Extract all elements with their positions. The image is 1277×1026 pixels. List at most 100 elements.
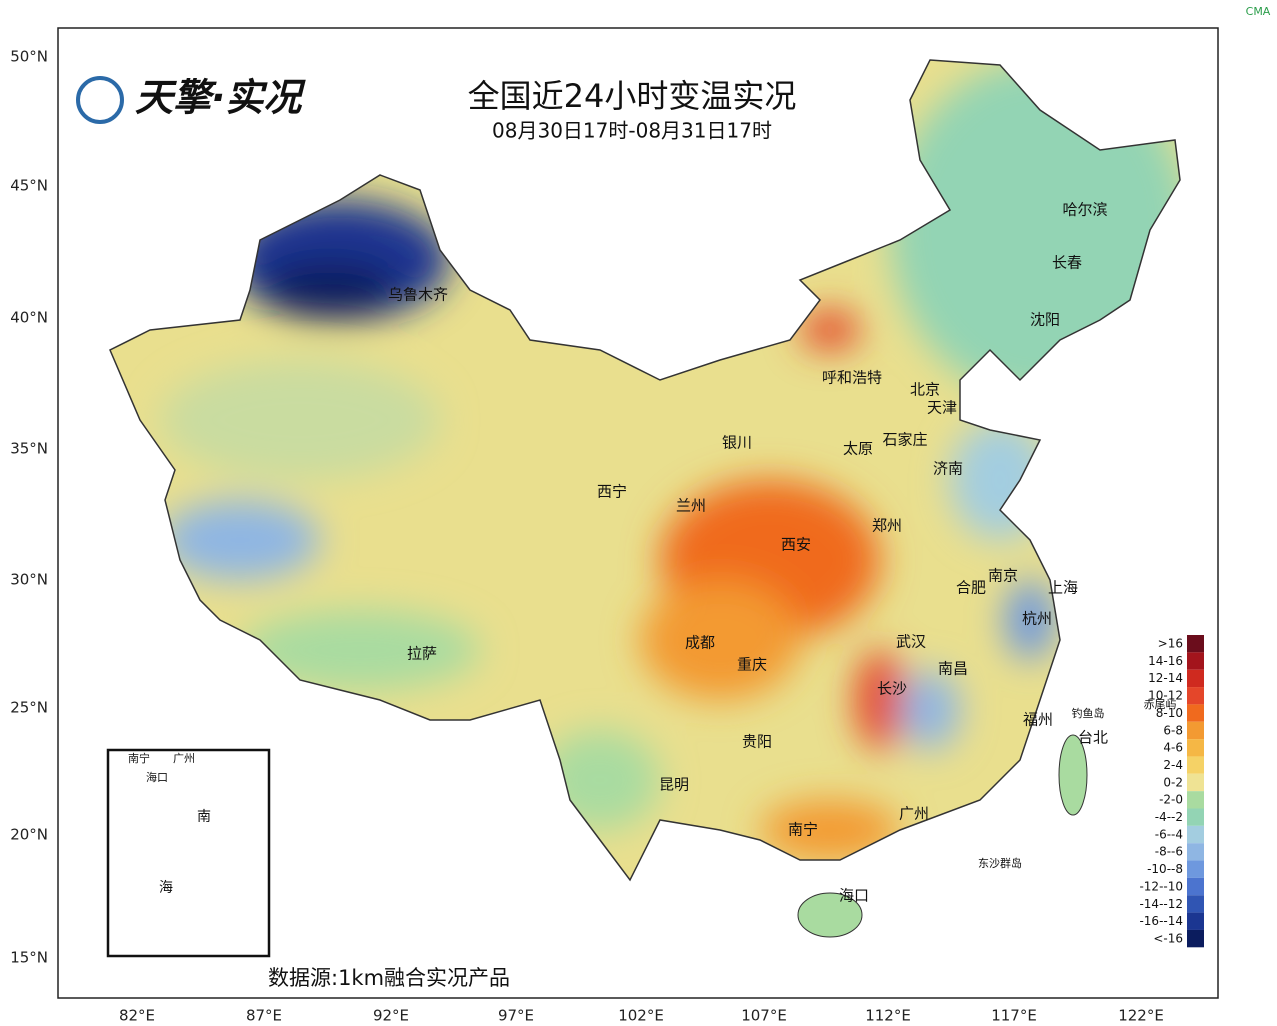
city-label: 长春 <box>1052 254 1082 272</box>
inset-label: 广州 <box>173 752 195 765</box>
inset-label: 南宁 <box>128 751 150 765</box>
city-label: 沈阳 <box>1030 311 1060 329</box>
lon-label: 82°E <box>119 1007 155 1025</box>
logo: 天擎·实况 <box>135 76 306 120</box>
source: 数据源:1km融合实况产品 <box>268 966 510 990</box>
lat-label: 35°N <box>10 440 48 458</box>
city-label: 西安 <box>781 536 811 554</box>
lon-label: 102°E <box>618 1007 664 1025</box>
city-label: 银川 <box>722 434 752 452</box>
lon-label: 97°E <box>498 1007 534 1025</box>
legend-label: -4--2 <box>1155 810 1183 824</box>
inset-label: 海口 <box>146 770 168 784</box>
lon-label: 122°E <box>1118 1007 1164 1025</box>
legend-swatch <box>1187 791 1204 809</box>
lat-label: 15°N <box>10 949 48 967</box>
lat-label: 50°N <box>10 48 48 66</box>
city-label: 西宁 <box>597 483 627 501</box>
city-label: 广州 <box>899 805 929 823</box>
city-label: 长沙 <box>877 680 907 698</box>
city-label: 天津 <box>927 399 957 417</box>
city-label: 武汉 <box>896 633 926 651</box>
hainan <box>797 892 863 938</box>
legend-swatch <box>1187 877 1204 896</box>
city-label: 杭州 <box>1022 610 1052 628</box>
city-label: 重庆 <box>737 656 767 674</box>
city-label: 石家庄 <box>882 431 927 449</box>
legend-swatch <box>1187 895 1204 913</box>
legend-label: 0-2 <box>1163 775 1183 789</box>
legend-swatch <box>1187 825 1204 844</box>
legend-swatch <box>1187 652 1204 670</box>
legend-swatch <box>1187 843 1204 861</box>
subtitle: 08月30日17时-08月31日17时 <box>492 119 772 143</box>
legend-swatch <box>1187 687 1204 705</box>
legend-label: -12--10 <box>1139 879 1183 893</box>
city-label: 上海 <box>1048 579 1078 597</box>
legend-label: <-16 <box>1153 931 1183 945</box>
inset-label: 南 <box>197 809 211 825</box>
city-label: 拉萨 <box>407 645 437 663</box>
legend-label: 10-12 <box>1148 689 1183 703</box>
city-label: 合肥 <box>956 579 986 597</box>
lat-label: 25°N <box>10 699 48 717</box>
inset-frame <box>106 748 271 958</box>
watermark: CMA <box>1246 5 1271 18</box>
legend-label: 14-16 <box>1148 654 1183 668</box>
city-label: 南宁 <box>788 821 818 839</box>
legend-label: -6--4 <box>1155 827 1183 841</box>
lat-label: 20°N <box>10 826 48 844</box>
lat-label: 40°N <box>10 309 48 327</box>
taiwan <box>1058 734 1088 816</box>
legend-swatch <box>1187 756 1204 774</box>
city-label: 太原 <box>843 440 873 458</box>
lon-label: 117°E <box>991 1007 1037 1025</box>
legend-label: -16--14 <box>1139 914 1183 928</box>
legend-swatch <box>1187 860 1204 878</box>
city-label: 呼和浩特 <box>822 369 882 387</box>
city-label: 哈尔滨 <box>1062 201 1107 219</box>
legend-label: -8--6 <box>1155 845 1183 859</box>
lat-label: 30°N <box>10 571 48 589</box>
legend-label: 4-6 <box>1163 741 1183 755</box>
city-label: 南京 <box>988 567 1018 585</box>
city-label: 济南 <box>933 460 963 478</box>
legend-label: -10--8 <box>1147 862 1183 876</box>
city-label: 钓鱼岛 <box>1072 706 1105 720</box>
legend-label: 8-10 <box>1156 706 1183 720</box>
legend-swatch <box>1187 669 1204 688</box>
city-label: 兰州 <box>676 497 706 515</box>
city-label: 海口 <box>839 887 869 905</box>
city-label: 赤尾屿 <box>1144 698 1177 711</box>
legend-label: >16 <box>1158 637 1183 651</box>
legend-swatch <box>1187 704 1204 722</box>
legend-swatch <box>1187 912 1204 930</box>
legend-swatch <box>1187 721 1204 740</box>
legend-label: -2-0 <box>1159 793 1183 807</box>
city-label: 南昌 <box>938 660 968 678</box>
lon-label: 112°E <box>865 1007 911 1025</box>
city-label: 福州 <box>1023 711 1053 729</box>
legend-swatch <box>1187 773 1204 792</box>
legend-label: 2-4 <box>1163 758 1183 772</box>
legend-swatch <box>1187 808 1204 826</box>
logo-icon <box>76 76 124 124</box>
legend-label: -14--12 <box>1139 897 1183 911</box>
title: 全国近24小时变温实况 <box>468 77 797 115</box>
lat-label: 45°N <box>10 177 48 195</box>
legend-label: 12-14 <box>1148 671 1183 685</box>
legend-swatch <box>1187 739 1204 757</box>
lon-label: 92°E <box>373 1007 409 1025</box>
city-label: 北京 <box>910 381 940 399</box>
lon-label: 87°E <box>246 1007 282 1025</box>
legend-label: 6-8 <box>1163 723 1183 737</box>
city-label: 东沙群岛 <box>978 856 1022 870</box>
city-label: 贵阳 <box>742 733 772 751</box>
city-label: 成都 <box>685 634 715 652</box>
legend-swatch <box>1187 635 1204 653</box>
city-label: 乌鲁木齐 <box>388 286 448 304</box>
legend-swatch <box>1187 929 1204 948</box>
city-label: 台北 <box>1078 729 1108 747</box>
city-label: 昆明 <box>659 776 689 794</box>
